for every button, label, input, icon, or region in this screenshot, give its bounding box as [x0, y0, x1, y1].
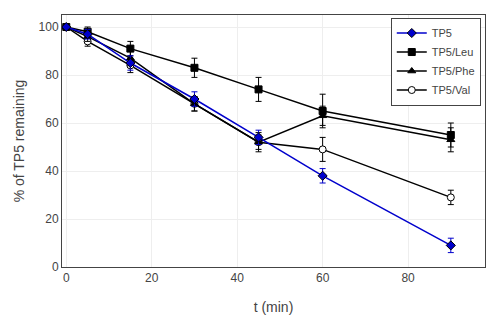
svg-text:60: 60	[316, 271, 330, 285]
svg-text:t (min): t (min)	[254, 299, 294, 315]
svg-text:40: 40	[45, 164, 59, 178]
svg-text:40: 40	[231, 271, 245, 285]
svg-text:20: 20	[45, 212, 59, 226]
svg-text:0: 0	[52, 260, 59, 274]
svg-text:80: 80	[45, 68, 59, 82]
svg-text:TP5/Val: TP5/Val	[432, 84, 470, 96]
svg-text:TP5/Leu: TP5/Leu	[432, 46, 474, 58]
svg-text:% of TP5 remaining: % of TP5 remaining	[11, 80, 27, 203]
svg-text:TP5: TP5	[432, 27, 452, 39]
svg-text:80: 80	[401, 271, 415, 285]
svg-text:TP5/Phe: TP5/Phe	[432, 65, 475, 77]
svg-text:60: 60	[45, 116, 59, 130]
svg-text:20: 20	[145, 271, 159, 285]
svg-text:100: 100	[39, 20, 59, 34]
svg-text:0: 0	[63, 271, 70, 285]
